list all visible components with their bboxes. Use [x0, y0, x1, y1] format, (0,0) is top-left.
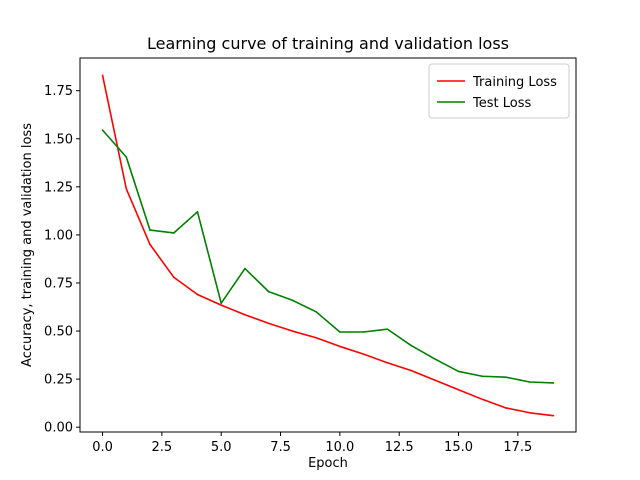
test-loss-point [528, 381, 531, 383]
y-axis: 0.00 0.25 0.50 0.75 1.00 1.25 1.50 1.75 [44, 84, 80, 436]
test-loss-point [196, 211, 199, 213]
y-tick-label: 0.75 [44, 276, 73, 291]
training-loss-point [505, 407, 507, 409]
test-loss-point [291, 299, 294, 302]
training-loss-point [339, 345, 341, 348]
test-loss-point [433, 358, 436, 360]
x-tick-label: 5.0 [211, 440, 232, 455]
training-loss-line [101, 75, 554, 417]
y-tick-label: 1.00 [44, 228, 73, 243]
training-loss-point [172, 276, 175, 279]
legend-box [428, 63, 570, 119]
test-loss-point [315, 311, 317, 313]
training-loss-point [481, 398, 484, 401]
test-loss-point [244, 267, 246, 270]
test-loss-point [125, 156, 128, 158]
training-loss-point [125, 187, 128, 190]
test-loss-point [410, 344, 412, 347]
test-loss-point [339, 331, 341, 333]
test-loss-point [505, 376, 507, 378]
training-loss-point [244, 313, 246, 316]
plot-area [101, 74, 555, 417]
training-loss-point [410, 369, 412, 372]
test-loss-point [220, 302, 223, 304]
training-loss-point [101, 74, 104, 77]
y-tick-label: 1.25 [44, 180, 73, 195]
x-axis: 0.0 2.5 5.0 7.5 10.0 12.5 15.0 17.5 [92, 432, 532, 455]
training-loss-point [528, 411, 531, 414]
training-loss-point [149, 243, 151, 246]
x-tick-label: 0.0 [92, 440, 113, 455]
test-loss-point [267, 290, 270, 293]
test-loss-point [552, 382, 555, 384]
test-loss-point [481, 375, 484, 378]
legend-label-test-loss: Test Loss [472, 96, 531, 111]
x-axis-label: Epoch [308, 456, 348, 471]
test-loss-point [362, 331, 365, 333]
training-loss-point [291, 330, 294, 332]
chart-title: Learning curve of training and validatio… [147, 34, 509, 53]
test-loss-point [149, 229, 151, 231]
x-tick-label: 7.5 [270, 440, 291, 455]
test-loss-line [101, 129, 554, 384]
plot-frame [79, 57, 577, 433]
training-loss-point [196, 293, 199, 296]
training-loss-point [315, 336, 317, 339]
y-axis-label: Accuracy, training and validation loss [20, 123, 35, 367]
test-loss-point [172, 232, 175, 234]
training-loss-point [433, 379, 436, 381]
x-tick-label: 17.5 [503, 440, 532, 455]
legend-label-training-loss: Training Loss [472, 75, 557, 90]
training-loss-point [362, 353, 365, 355]
y-tick-label: 1.75 [44, 84, 73, 99]
test-loss-point [457, 370, 460, 373]
training-loss-point [267, 322, 270, 325]
y-tick-label: 0.00 [44, 421, 73, 436]
test-loss-point [101, 129, 104, 131]
x-tick-label: 2.5 [152, 440, 173, 455]
x-tick-label: 10.0 [325, 440, 354, 455]
training-loss-point [220, 304, 223, 306]
training-loss-point [386, 361, 389, 364]
y-tick-label: 0.50 [44, 325, 73, 340]
training-loss-point [457, 388, 460, 391]
legend: Training Loss Test Loss [428, 63, 570, 119]
x-tick-label: 15.0 [444, 440, 473, 455]
x-tick-label: 12.5 [385, 440, 414, 455]
training-loss-point [552, 414, 555, 417]
test-loss-point [386, 328, 389, 330]
y-tick-label: 0.25 [44, 373, 73, 388]
y-tick-label: 1.50 [44, 132, 73, 147]
